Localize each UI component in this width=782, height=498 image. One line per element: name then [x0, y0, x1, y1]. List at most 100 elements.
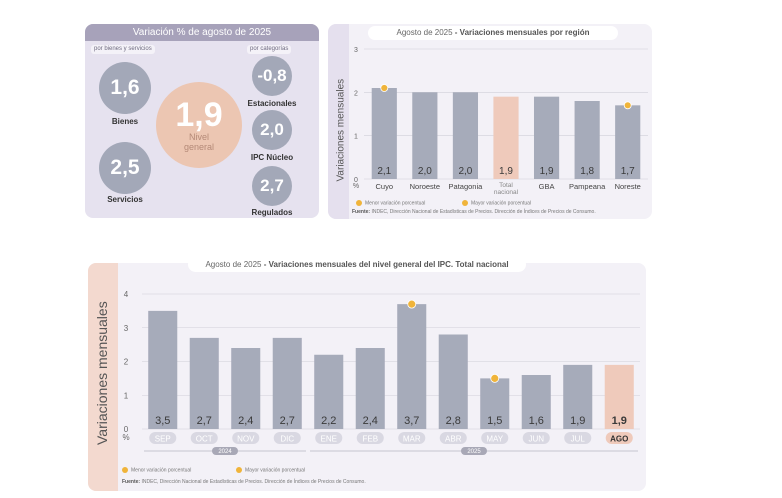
nucleo-value: 2,0 — [260, 120, 284, 139]
servicios-value: 2,5 — [110, 156, 140, 179]
general-value: 1,9 — [175, 96, 223, 134]
monthly-value-label: 2,4 — [363, 415, 378, 427]
monthly-year-pill — [212, 447, 238, 455]
monthly-legend-min-text: Menor variación porcentual — [131, 467, 192, 474]
region-bar — [574, 101, 600, 179]
region-source-text: INDEC, Dirección Nacional de Estadística… — [371, 209, 596, 215]
monthly-xtick-pill — [522, 432, 550, 444]
monthly-xtick-label: JUL — [571, 435, 586, 444]
monthly-year-pill — [461, 447, 487, 455]
region-title-part2: - Variaciones mensuales por región — [454, 28, 590, 37]
monthly-xtick-pill — [232, 432, 260, 444]
monthly-xtick-pill — [605, 432, 633, 444]
monthly-legend-max-text: Mayor variación porcentual — [245, 467, 306, 474]
monthly-xtick-pill — [315, 432, 343, 444]
monthly-bar — [604, 364, 634, 429]
monthly-bar — [563, 364, 593, 429]
region-source: Fuente: INDEC, Dirección Nacional de Est… — [352, 209, 596, 215]
regulados-label: Regulados — [251, 208, 293, 217]
general-circle: 1,9 Nivel general — [156, 82, 242, 168]
monthly-xtick-label: MAR — [403, 435, 421, 444]
region-legend-min: Menor variación porcentual — [356, 200, 425, 206]
monthly-year-label: 2025 — [467, 449, 481, 455]
region-chart-panel: Variaciones mensuales Agosto de 2025 - V… — [328, 24, 652, 219]
region-value-label: 2,0 — [418, 166, 432, 177]
sub-right-label: por categorías — [247, 45, 292, 54]
monthly-bar — [355, 348, 385, 429]
region-ytick-label: 2 — [354, 90, 358, 97]
region-xtick-label: nacional — [494, 189, 519, 196]
region-value-label: 1,9 — [499, 166, 513, 177]
monthly-bar — [231, 348, 261, 429]
monthly-xtick-label: SEP — [155, 435, 171, 444]
monthly-xtick-pill — [190, 432, 218, 444]
servicios-label: Servicios — [107, 195, 143, 204]
monthly-unit-label: % — [122, 433, 129, 442]
legend-min-marker — [356, 200, 362, 206]
bienes-value: 1,6 — [110, 76, 140, 99]
bienes-label: Bienes — [111, 117, 139, 126]
monthly-chart-axis-band — [88, 263, 118, 491]
monthly-xtick-label: NOV — [237, 435, 255, 444]
monthly-xtick-pill — [564, 432, 592, 444]
region-title-part1: Agosto de 2025 — [396, 28, 453, 37]
region-bar — [615, 105, 641, 179]
monthly-xtick-pill — [273, 432, 301, 444]
monthly-bar — [148, 310, 178, 429]
monthly-value-label: 1,9 — [612, 415, 627, 427]
monthly-value-label: 2,4 — [238, 415, 253, 427]
monthly-value-label: 2,8 — [446, 415, 461, 427]
estacionales-circle: -0,8 — [252, 56, 292, 96]
monthly-xtick-label: FEB — [362, 435, 378, 444]
region-ytick-label: 3 — [354, 47, 358, 54]
estacionales-label: Estacionales — [247, 99, 297, 108]
region-xtick-label: Noreste — [615, 182, 641, 191]
monthly-xtick-label: JUN — [528, 435, 544, 444]
monthly-max-marker — [407, 299, 417, 309]
monthly-value-label: 3,7 — [404, 415, 419, 427]
monthly-xtick-pill — [481, 432, 509, 444]
regulados-circle: 2,7 — [252, 166, 292, 206]
region-legend-min-text: Menor variación porcentual — [365, 200, 426, 207]
regulados-value: 2,7 — [260, 176, 284, 195]
region-legend-max-text: Mayor variación porcentual — [471, 200, 532, 207]
monthly-value-label: 1,9 — [570, 415, 585, 427]
region-value-label: 2,1 — [377, 166, 391, 177]
region-legend-max: Mayor variación porcentual — [462, 200, 531, 206]
nucleo-circle: 2,0 — [252, 110, 292, 150]
region-unit-label: % — [353, 183, 359, 190]
region-xtick-label: GBA — [539, 182, 555, 191]
region-value-label: 1,9 — [540, 166, 554, 177]
region-bar — [493, 96, 519, 179]
nucleo-label: IPC Núcleo — [250, 153, 294, 162]
monthly-min-marker — [490, 373, 500, 383]
monthly-chart-panel: Variaciones mensuales Agosto de 2025 - V… — [88, 257, 646, 491]
region-xtick-label: Total — [499, 182, 513, 189]
region-xtick-label: Noroeste — [410, 182, 440, 191]
monthly-year-label: 2024 — [218, 449, 232, 455]
legend-max-marker — [462, 200, 468, 206]
region-bar — [452, 92, 479, 179]
region-value-label: 1,7 — [621, 166, 635, 177]
region-max-marker — [380, 84, 389, 92]
monthly-xtick-label: AGO — [610, 435, 628, 444]
monthly-ytick-label: 1 — [124, 391, 129, 400]
general-label-1: Nivel — [188, 132, 209, 142]
monthly-ytick-label: 0 — [124, 425, 129, 434]
region-bar — [533, 96, 560, 179]
monthly-xtick-pill — [439, 432, 467, 444]
monthly-title-part2: - Variaciones mensuales del nivel genera… — [263, 260, 509, 269]
monthly-bar — [397, 304, 427, 429]
monthly-value-label: 2,7 — [280, 415, 295, 427]
monthly-chart: 0 1 2 3 4% 3,5 SEP 2,7 OCT 2,4 NOV 2,7 DIC 2,2 ENE 2,4 F… — [122, 290, 640, 455]
servicios-circle: 2,5 — [99, 142, 151, 194]
monthly-bar — [314, 354, 344, 429]
monthly-xtick-label: ENE — [321, 435, 337, 444]
monthly-xtick-label: OCT — [196, 435, 213, 444]
region-ytick-label: 1 — [354, 134, 358, 141]
summary-header: Variación % de agosto de 2025 — [85, 24, 319, 41]
monthly-source-label: Fuente: — [122, 479, 141, 485]
monthly-chart-title: Agosto de 2025 - Variaciones mensuales d… — [188, 257, 526, 272]
monthly-xtick-pill — [149, 432, 177, 444]
monthly-value-label: 2,2 — [321, 415, 336, 427]
